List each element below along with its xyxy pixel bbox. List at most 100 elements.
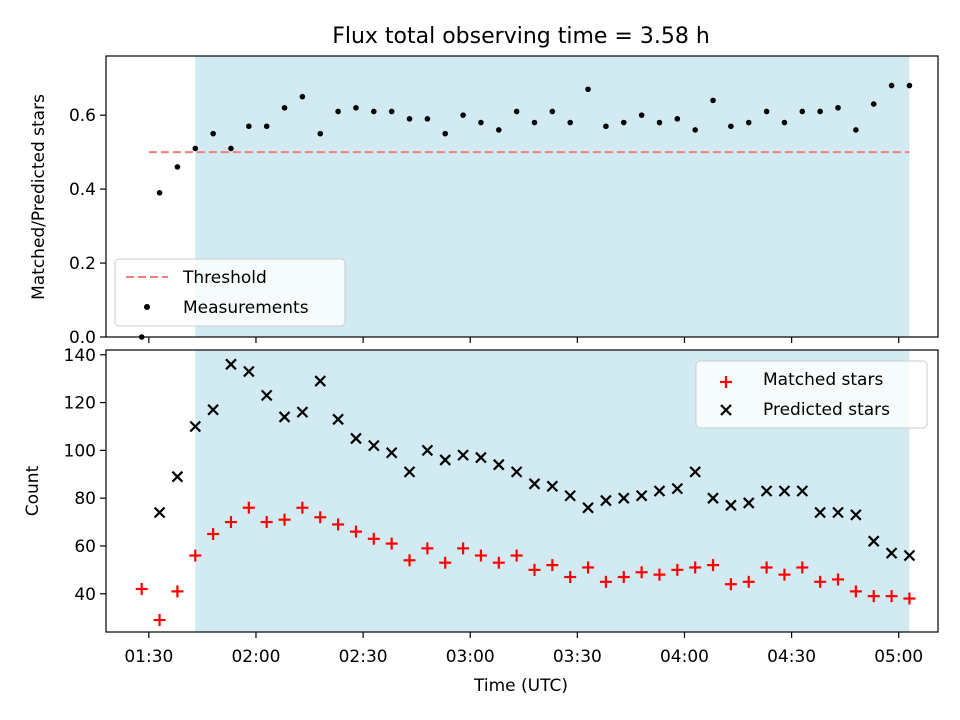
matched-point [314,511,327,524]
measurement-point [728,123,734,130]
predicted-point [332,413,344,426]
measurement-point [228,145,234,152]
chart-title: Flux total observing time = 3.58 h [332,24,710,49]
bottom-axes-frame [105,349,939,633]
matched-point [260,516,273,529]
legend-predicted-label: Predicted stars [763,400,890,420]
matched-point [242,501,255,514]
measurement-point [710,97,716,104]
predicted-point [457,449,469,461]
matched-point [189,549,202,562]
measurement-point [210,130,216,137]
measurement-point [424,116,431,122]
matched-point [760,561,773,574]
matched-point [832,573,845,586]
predicted-point [617,492,630,504]
measurement-point [371,108,377,115]
matched-point [814,575,827,588]
bottom-ylabel: Count [23,465,43,516]
matched-point [385,537,398,550]
matched-point [635,566,648,579]
top-panel: 0.0 0.2 0.4 0.6 Matched/Predicted stars Thr… [29,55,939,348]
measurement-point [763,108,770,115]
predicted-point [582,501,594,514]
matched-point [421,542,434,555]
predicted-point [546,480,559,492]
measurement-point [853,127,859,133]
bottom-ytick-label: 140 [64,346,96,366]
measurement-point [353,104,359,111]
bottom-xtick-label: 04:30 [767,647,816,667]
predicted-point [296,406,309,418]
matched-point [671,563,684,576]
top-legend-box [114,258,346,327]
matched-point [599,575,612,588]
measurement-point [495,127,502,133]
bottom-legend-box [695,360,928,429]
measurement-point [835,104,841,111]
bottom-xtick-label: 04:00 [660,647,709,667]
predicted-point [350,432,362,445]
predicted-point [760,485,773,497]
top-ytick-label: 0.2 [69,254,96,274]
matched-point [367,532,380,545]
predicted-point [278,411,291,423]
predicted-point [796,485,809,497]
predicted-point [564,490,576,502]
measurement-point [335,108,341,115]
bottom-xtick-label: 01:30 [124,647,173,667]
measurement-point [799,108,806,115]
top-axes-frame [105,55,939,338]
matched-point [724,578,737,591]
predicted-point [885,547,898,559]
matched-point [778,568,791,581]
predicted-point [707,492,719,504]
measurement-point [692,127,698,133]
matched-point [867,590,880,603]
predicted-point [493,458,505,471]
matched-point [403,554,416,567]
bottom-ytick-label: 40 [74,585,96,605]
matched-point [439,556,452,569]
predicted-point [243,365,255,378]
measurement-point [192,145,199,152]
predicted-point [671,482,684,495]
predicted-point [778,485,791,497]
predicted-point [867,535,880,547]
measurement-point [638,112,645,118]
matched-point [510,549,523,562]
predicted-point [368,439,380,452]
measurement-point [263,123,270,130]
predicted-point [225,358,237,371]
matched-point [546,559,559,572]
predicted-point [260,389,273,402]
measurement-point [745,119,752,126]
legend-matched-label: Matched stars [763,370,883,390]
predicted-point [314,375,327,387]
bottom-ytick-label: 80 [74,489,96,509]
top-ytick-label: 0.0 [69,328,96,348]
bottom-ytick-label: 100 [64,441,96,461]
predicted-point [742,497,755,509]
bottom-xtick-label: 03:00 [446,647,495,667]
predicted-point [814,506,826,519]
matched-point [278,513,291,526]
measurement-point [406,116,413,122]
matched-point [707,559,720,572]
predicted-point [475,451,487,464]
legend-threshold-label: Threshold [182,268,267,288]
matched-point [207,528,220,541]
measurement-point [906,82,913,89]
measurement-point [656,119,663,126]
matched-point [742,575,755,588]
predicted-point [903,549,916,562]
predicted-point [653,485,666,497]
predicted-point [439,454,452,466]
matched-point [171,585,184,598]
top-legend: Threshold Measurements [114,258,346,327]
matched-point [296,501,309,514]
bottom-ytick-label: 120 [64,394,96,414]
measurement-point [603,123,609,130]
predicted-point [725,499,737,512]
